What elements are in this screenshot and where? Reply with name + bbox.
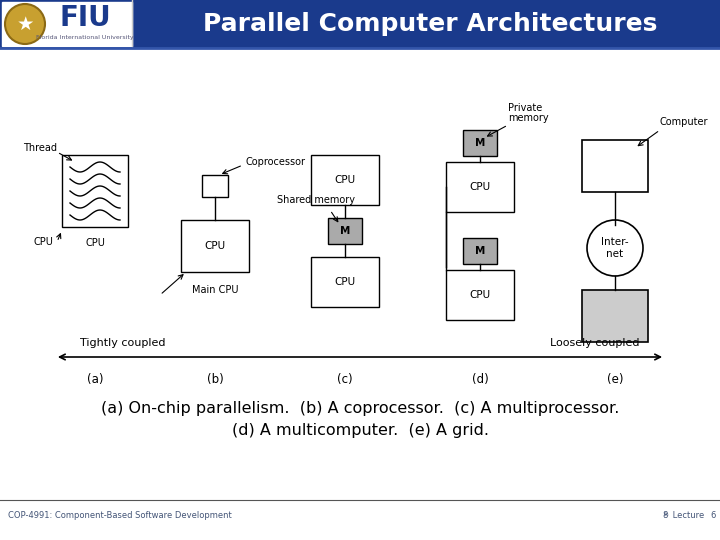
Text: Private: Private	[508, 103, 542, 113]
Text: (d) A multicomputer.  (e) A grid.: (d) A multicomputer. (e) A grid.	[232, 422, 488, 437]
Text: Thread: Thread	[23, 143, 57, 153]
Bar	[311, 155, 379, 205]
Text: Lecture: Lecture	[670, 511, 704, 521]
Text: Florida International University: Florida International University	[36, 35, 134, 39]
Bar	[2, 2, 132, 46]
Text: FIU: FIU	[59, 4, 111, 32]
Text: Inter-
net: Inter- net	[601, 237, 629, 259]
Text: (e): (e)	[607, 374, 624, 387]
Text: CPU: CPU	[334, 277, 356, 287]
Bar	[446, 270, 514, 320]
Text: COP-4991: Component-Based Software Development: COP-4991: Component-Based Software Devel…	[8, 511, 232, 521]
Text: memory: memory	[508, 113, 549, 123]
Circle shape	[587, 220, 643, 276]
Text: Parallel Computer Architectures: Parallel Computer Architectures	[203, 12, 657, 36]
Bar	[446, 162, 514, 212]
Text: Computer: Computer	[660, 117, 708, 127]
Bar	[202, 175, 228, 197]
Bar	[582, 290, 648, 342]
Text: Coprocessor: Coprocessor	[245, 157, 305, 167]
Text: (d): (d)	[472, 374, 488, 387]
Text: M: M	[474, 246, 485, 256]
Text: 6: 6	[710, 511, 716, 521]
Text: (a): (a)	[86, 374, 103, 387]
Text: M: M	[340, 226, 350, 236]
Text: Tightly coupled: Tightly coupled	[80, 338, 166, 348]
Text: (a) On-chip parallelism.  (b) A coprocessor.  (c) A multiprocessor.: (a) On-chip parallelism. (b) A coprocess…	[101, 401, 619, 415]
Text: Main CPU: Main CPU	[192, 285, 238, 295]
Text: CPU: CPU	[204, 241, 225, 251]
Text: th: th	[664, 511, 670, 516]
Text: CPU: CPU	[33, 237, 53, 247]
Bar	[62, 155, 128, 227]
Bar	[463, 130, 497, 156]
Text: CPU: CPU	[469, 290, 490, 300]
Text: (b): (b)	[207, 374, 223, 387]
Text: ★: ★	[17, 15, 34, 33]
Bar	[0, 0, 720, 48]
Bar	[311, 257, 379, 307]
Text: M: M	[474, 138, 485, 148]
Text: CPU: CPU	[334, 175, 356, 185]
Text: (c): (c)	[337, 374, 353, 387]
Circle shape	[5, 4, 45, 44]
Text: 8: 8	[662, 511, 667, 521]
Bar	[328, 218, 362, 244]
Bar	[463, 238, 497, 264]
Text: CPU: CPU	[85, 238, 105, 248]
Text: Shared memory: Shared memory	[277, 195, 355, 205]
Bar	[582, 140, 648, 192]
Text: CPU: CPU	[469, 182, 490, 192]
Text: Loosely coupled: Loosely coupled	[551, 338, 640, 348]
Bar	[181, 220, 249, 272]
